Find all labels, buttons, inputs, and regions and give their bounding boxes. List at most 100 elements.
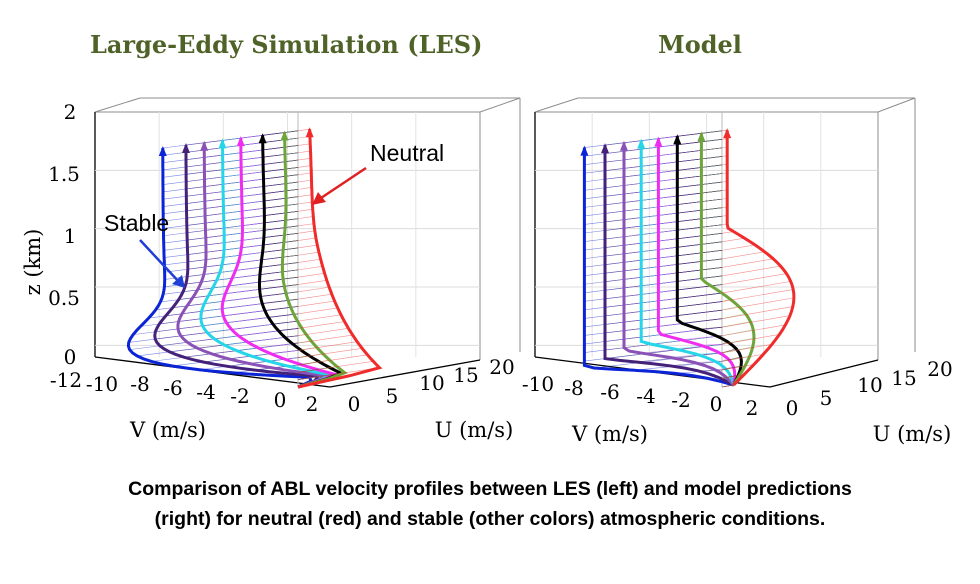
- profile-vector: [701, 241, 723, 245]
- stable-arrow: [139, 239, 181, 284]
- profile-stable-7: [280, 132, 348, 389]
- model-u-axis-label: U (m/s): [873, 422, 952, 446]
- profile-stable-4: [199, 140, 334, 389]
- profile-vector: [285, 196, 299, 199]
- u-tick: 10: [419, 371, 444, 395]
- profile-vector: [721, 281, 791, 294]
- profile-arrowhead: [697, 131, 706, 142]
- profile-arrowhead: [637, 138, 646, 149]
- profile-vector: [677, 292, 723, 299]
- v-tick: -6: [163, 376, 182, 400]
- profile-vector: [721, 244, 756, 251]
- profile-stable-1: [582, 147, 735, 387]
- v-tick: -6: [600, 380, 619, 404]
- profile-vector: [297, 367, 380, 380]
- profile-arrowhead: [673, 134, 682, 145]
- v-tick: 0: [274, 388, 287, 412]
- profile-stable-6: [258, 135, 345, 389]
- z-tick: 2: [64, 100, 77, 124]
- annotation-stable: Stable: [104, 210, 169, 236]
- profile-vector: [721, 265, 781, 277]
- profile-vector: [297, 179, 312, 183]
- profile-vector: [282, 262, 299, 265]
- profile-vector: [297, 258, 321, 263]
- v-tick: -8: [130, 372, 149, 396]
- profile-vector: [284, 232, 299, 236]
- profile-vector: [282, 269, 299, 272]
- profile-vector: [721, 289, 794, 302]
- profile-vector: [285, 167, 299, 170]
- profile-vector: [297, 354, 368, 366]
- v-tick: 2: [306, 392, 319, 416]
- profile-vector: [297, 265, 323, 271]
- figure-canvas: 2 1.5 1 0.5 0 z (km) -12 -10 -8 -6 -4 -2…: [21, 97, 953, 446]
- profile-vector: [701, 147, 723, 151]
- profile-vector: [701, 267, 723, 271]
- profile-vector: [297, 208, 313, 212]
- les-u-ticks: 0 5 10 15 20: [348, 355, 515, 416]
- profile-arrowhead: [280, 130, 289, 141]
- profile-arrowhead: [200, 140, 209, 151]
- profile-vector: [701, 207, 723, 211]
- profile-vector: [297, 272, 325, 278]
- profile-neutral: [297, 129, 383, 389]
- profile-vector: [284, 335, 299, 338]
- profile-vector: [701, 224, 723, 228]
- neutral-arrow: [317, 166, 367, 202]
- model-v-ticks: -10 -8 -6 -4 -2 0 2: [522, 372, 758, 420]
- profile-vector: [701, 173, 723, 177]
- profile-arrowhead: [619, 140, 628, 151]
- v-tick: -2: [230, 384, 249, 408]
- profile-vector: [721, 315, 791, 328]
- annotation-neutral: Neutral: [370, 140, 444, 166]
- profile-vector: [297, 341, 358, 351]
- profile-vector: [297, 286, 330, 293]
- profile-vector: [278, 328, 299, 331]
- profile-vector: [701, 164, 723, 168]
- profile-arrowhead: [305, 127, 314, 138]
- model-gridlines: [535, 112, 878, 357]
- profile-vector: [701, 181, 723, 185]
- u-tick: 15: [891, 366, 916, 390]
- profile-arrowhead: [158, 146, 167, 157]
- profile-vector: [283, 276, 299, 280]
- profile-vector: [681, 318, 723, 324]
- profile-vector: [270, 350, 299, 354]
- profile-vector: [701, 190, 723, 194]
- v-tick: -4: [196, 380, 215, 404]
- profile-stable-1: [126, 148, 313, 389]
- u-tick: 20: [927, 357, 952, 381]
- profile-vector: [721, 273, 787, 285]
- v-tick: -4: [636, 384, 655, 408]
- profile-vector: [297, 172, 312, 176]
- profile-vector: [297, 237, 316, 241]
- model-u-ticks: 0 5 10 15 20: [786, 357, 953, 420]
- profile-vector: [297, 165, 312, 168]
- profile-vector: [701, 130, 723, 134]
- profile-vector: [698, 326, 723, 330]
- profile-vector: [297, 158, 311, 161]
- profile-vector: [297, 244, 318, 249]
- profile-vector: [284, 145, 299, 148]
- profile-arrowhead: [654, 136, 663, 147]
- z-tick: 0.5: [48, 286, 80, 310]
- profile-vector: [701, 198, 723, 202]
- profile-vector: [283, 240, 299, 243]
- profile-vector: [284, 284, 299, 287]
- les-u-axis-label: U (m/s): [435, 418, 514, 442]
- model-v-axis-label: V (m/s): [571, 422, 648, 446]
- profile-vector: [297, 321, 345, 329]
- profile-stable-5: [656, 138, 737, 386]
- les-v-axis-label: V (m/s): [129, 418, 206, 442]
- caption-line-2: (right) for neutral (red) and stable (ot…: [154, 508, 826, 530]
- profile-vector: [661, 326, 723, 335]
- profile-stable-2: [603, 145, 735, 387]
- profile-arrowhead: [580, 145, 589, 156]
- profile-vector: [297, 307, 338, 315]
- profile-vector: [297, 334, 353, 344]
- profile-stable-3: [176, 142, 328, 389]
- profile-vector: [272, 320, 299, 325]
- profile-vector: [285, 211, 299, 214]
- profile-arrowhead: [181, 143, 190, 154]
- les-series-layer: [126, 127, 383, 389]
